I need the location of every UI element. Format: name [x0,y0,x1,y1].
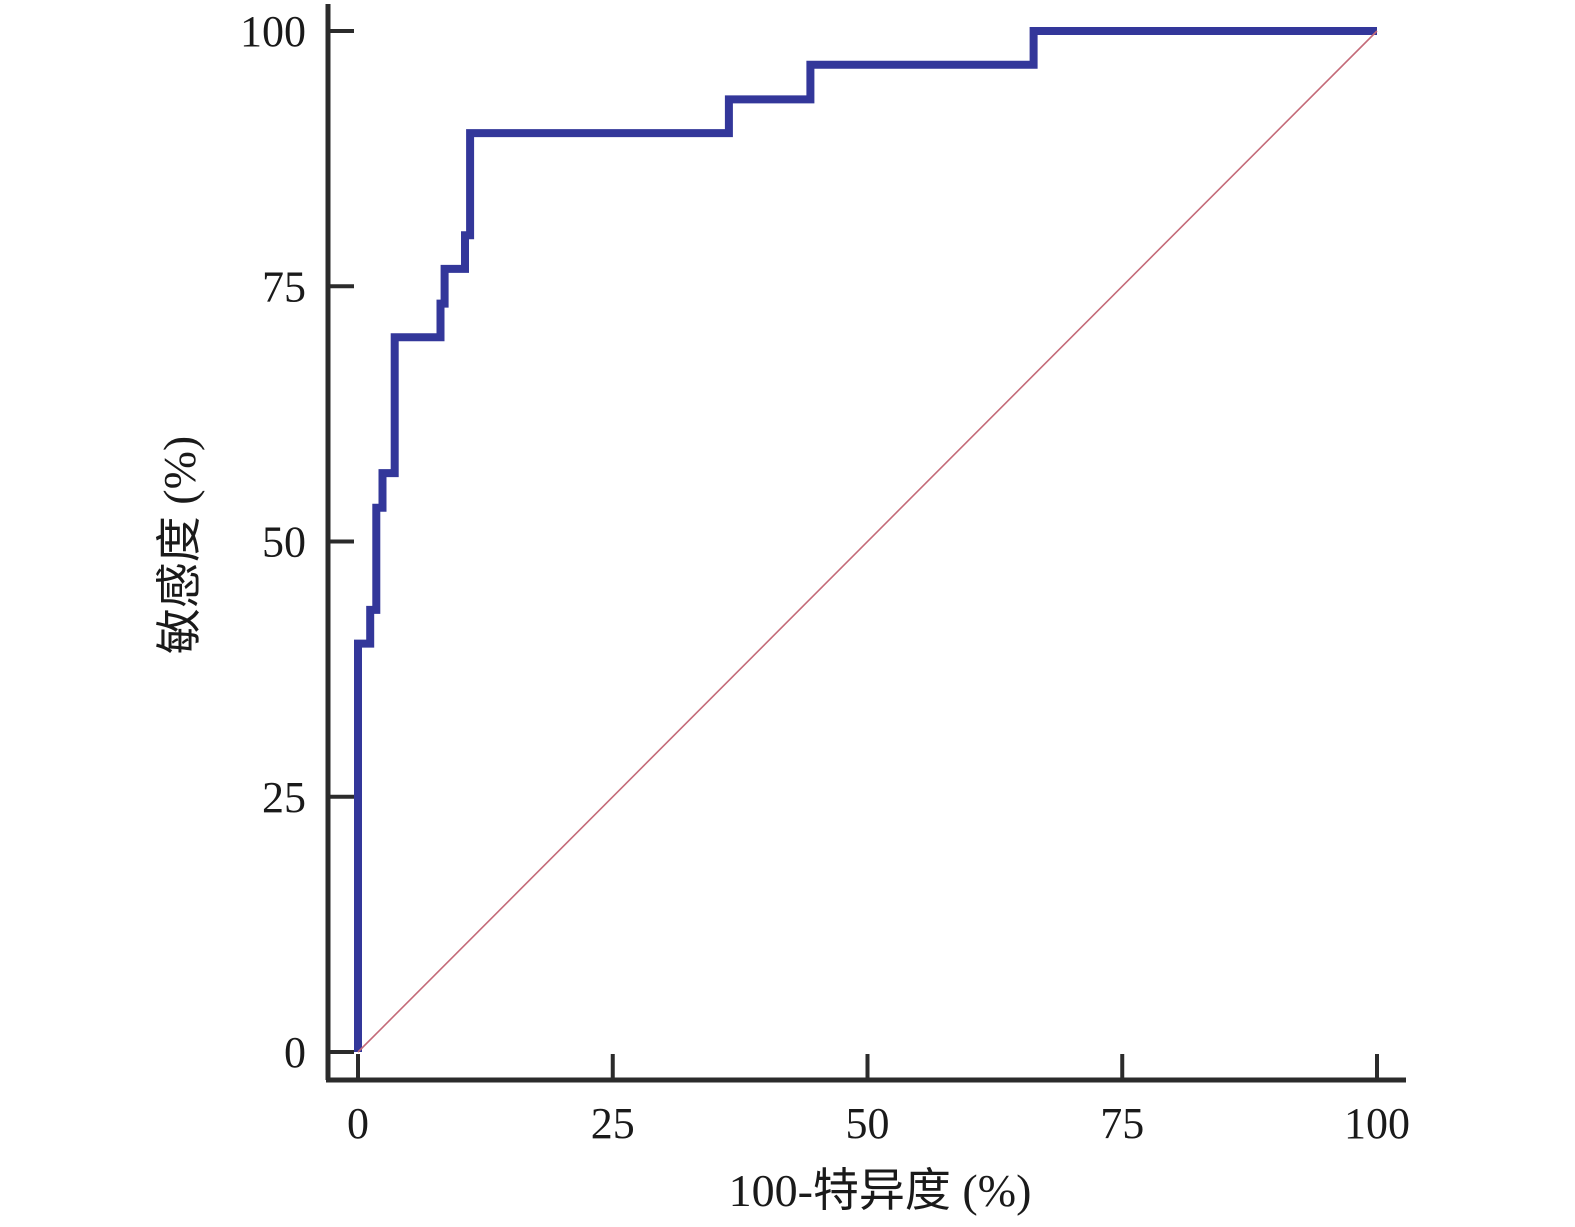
y-axis-title: 敏感度 (%) [154,436,205,654]
x-tick-label: 100 [1344,1099,1410,1148]
y-tick-label: 25 [262,773,306,822]
series-layer [354,27,1378,1053]
x-tick-label: 75 [1100,1099,1144,1148]
x-tick-label: 25 [591,1099,635,1148]
y-tick-label: 100 [240,7,306,56]
x-axis-title: 100-特异度 (%) [729,1165,1032,1216]
y-tick-label: 0 [284,1028,306,1077]
y-tick-label: 75 [262,262,306,311]
roc-curve-line [354,27,1377,1052]
x-tick-label: 50 [846,1099,890,1148]
ticks: 0 25 50 75 100 0 25 50 75 100 [240,7,1410,1148]
y-tick-label: 50 [262,518,306,567]
x-tick-label: 0 [347,1099,369,1148]
reference-diagonal-line [357,30,1378,1053]
